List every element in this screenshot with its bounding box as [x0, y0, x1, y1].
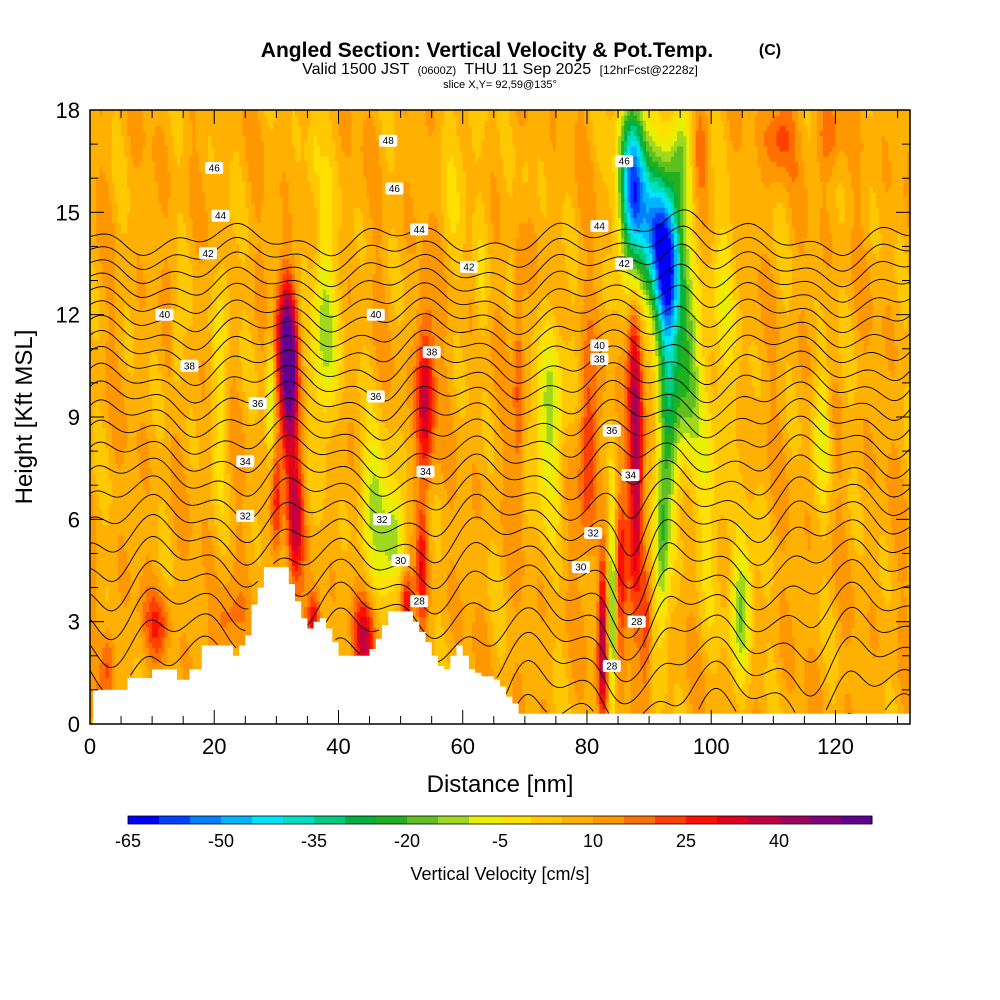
subtitle-date: THU 11 Sep 2025	[464, 61, 591, 78]
subtitle-forecast: [12hrFcst@2228z]	[600, 63, 698, 77]
subtitle-valid: Valid 1500 JST	[302, 61, 410, 78]
cross-section-chart: Angled Section: Vertical Velocity & Pot.…	[0, 0, 1000, 1000]
vertical-velocity-field	[90, 110, 911, 725]
chart-subtitle: Valid 1500 JST (0600Z) THU 11 Sep 2025 […	[302, 61, 698, 78]
subtitle-utc: (0600Z)	[418, 65, 457, 77]
chart-subtitle-slice: slice X,Y= 92,59@135°	[443, 79, 557, 91]
chart-title: Angled Section: Vertical Velocity & Pot.…	[261, 39, 713, 62]
chart-title-units: (C)	[759, 42, 781, 59]
